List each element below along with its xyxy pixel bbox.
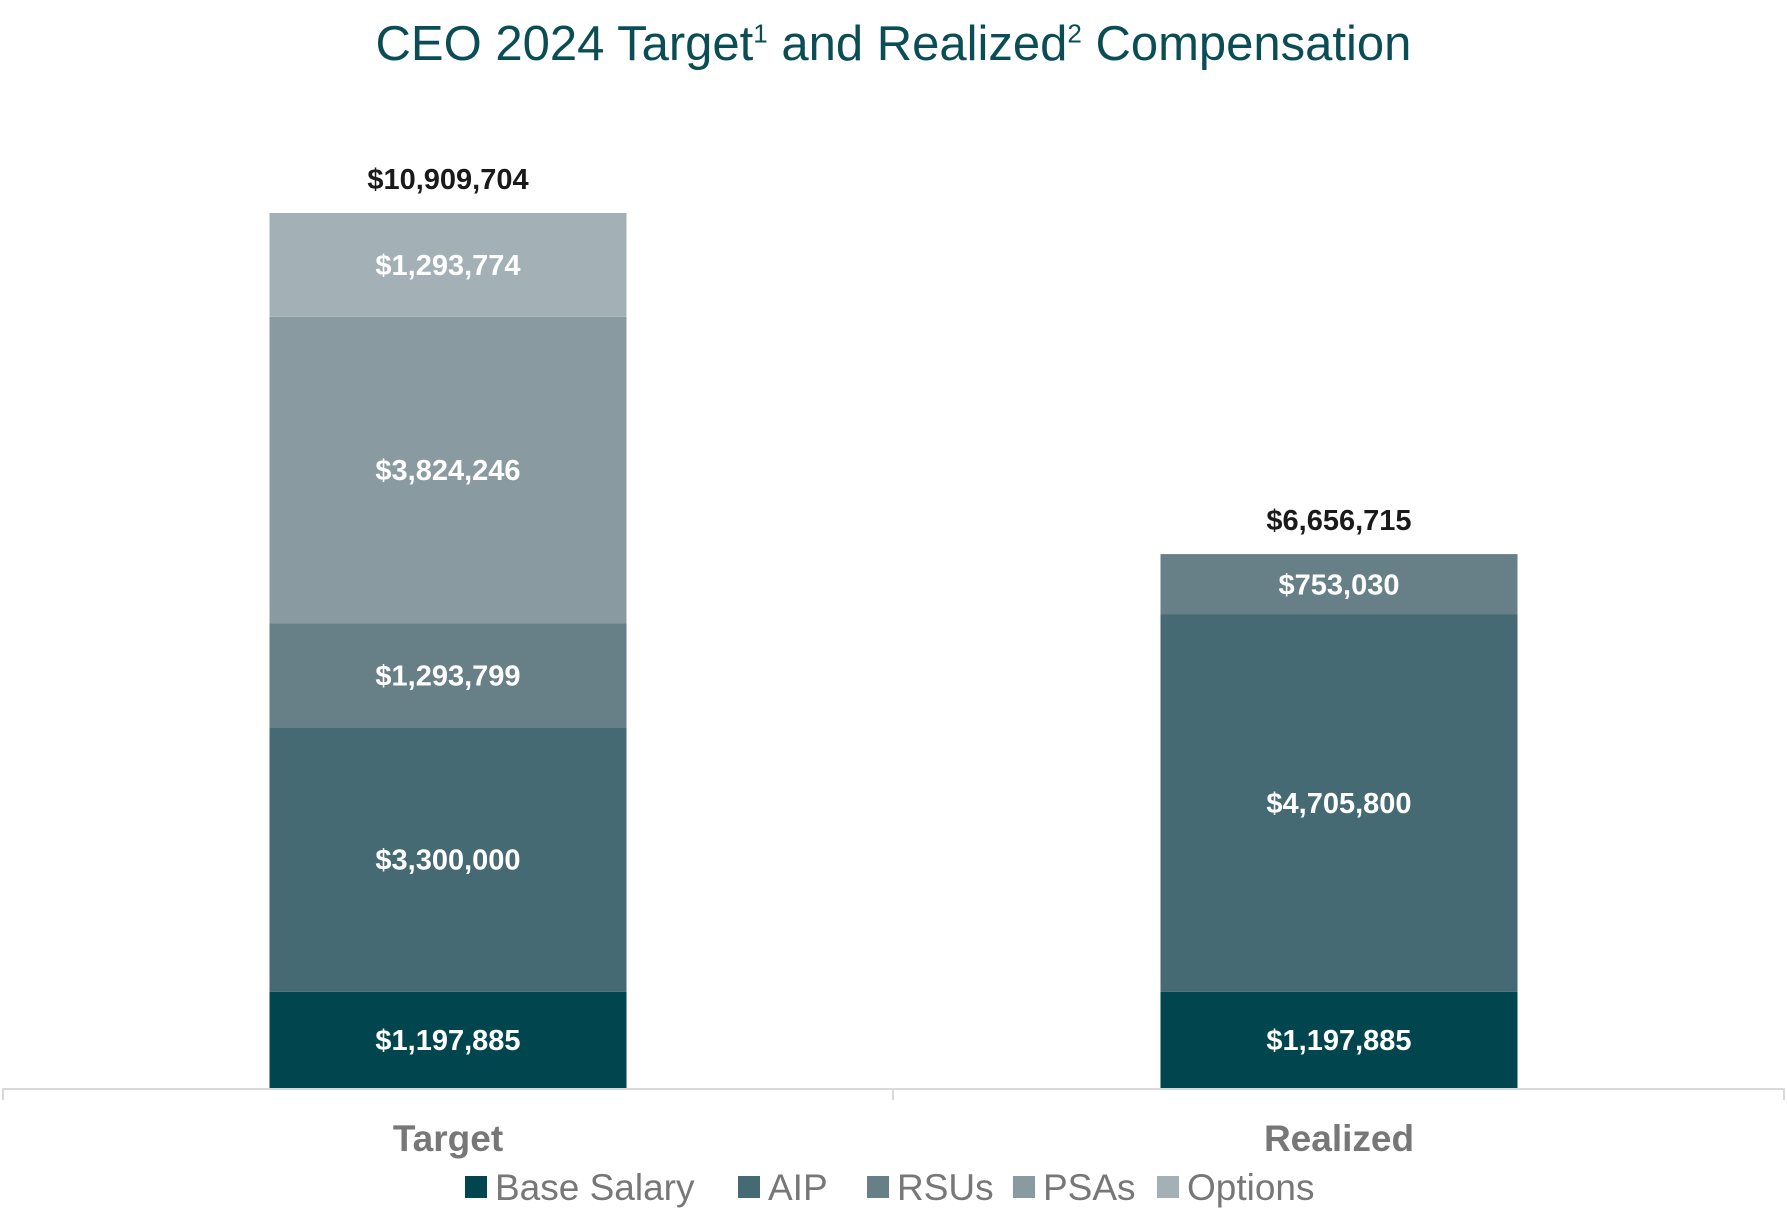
legend-swatch <box>738 1176 760 1198</box>
chart-title: CEO 2024 Target1 and Realized2 Compensat… <box>0 14 1787 74</box>
title-part: Compensation <box>1081 17 1412 71</box>
bar-total-label: $10,909,704 <box>367 164 528 196</box>
legend-swatch <box>1157 1176 1179 1198</box>
title-part: CEO 2024 Target <box>375 17 754 71</box>
segment-value-label: $3,300,000 <box>375 845 520 877</box>
segment-value-label: $753,030 <box>1279 569 1400 601</box>
legend-swatch <box>465 1176 487 1198</box>
bar-segment <box>1160 554 1518 615</box>
legend-label: Base Salary <box>495 1167 695 1208</box>
legend-label: PSAs <box>1043 1167 1136 1208</box>
bar-segment <box>269 623 627 728</box>
bar-segment <box>269 316 627 624</box>
title-footnote-2: 2 <box>1067 18 1082 49</box>
title-part: and Realized <box>767 17 1068 71</box>
segment-value-label: $4,705,800 <box>1266 788 1411 820</box>
bar-total-label: $6,656,715 <box>1266 505 1411 537</box>
segment-value-label: $3,824,246 <box>375 455 520 487</box>
category-label: Realized <box>1264 1118 1414 1159</box>
legend-label: AIP <box>768 1167 828 1208</box>
legend-swatch <box>867 1176 889 1198</box>
segment-value-label: $1,197,885 <box>375 1025 520 1057</box>
segment-value-label: $1,197,885 <box>1266 1025 1411 1057</box>
category-label: Target <box>393 1118 503 1159</box>
bar-segment <box>269 991 627 1088</box>
bar-segment <box>269 727 627 992</box>
legend-label: RSUs <box>897 1167 994 1208</box>
bar-segment <box>269 213 627 317</box>
segment-value-label: $1,293,774 <box>375 250 520 282</box>
bar-segment <box>1160 991 1518 1088</box>
title-footnote-1: 1 <box>753 18 768 49</box>
legend-swatch <box>1013 1176 1035 1198</box>
legend-label: Options <box>1187 1167 1315 1208</box>
segment-value-label: $1,293,799 <box>375 660 520 692</box>
bar-segment <box>1160 614 1518 992</box>
